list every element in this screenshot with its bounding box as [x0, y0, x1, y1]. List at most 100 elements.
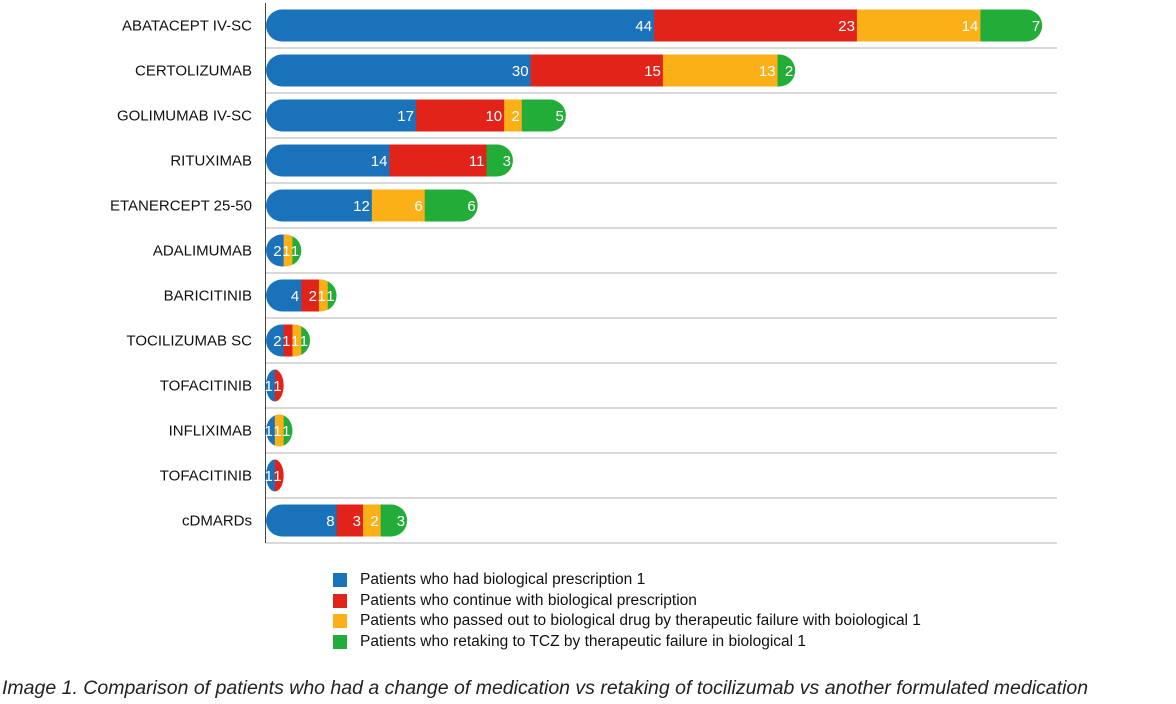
legend-label: Patients who had biological prescription… [360, 571, 646, 589]
data-label: 13 [759, 63, 776, 80]
bar-segment [266, 189, 373, 222]
bar-segment [327, 279, 337, 312]
data-label: 2 [511, 108, 519, 125]
bar-segment [415, 99, 505, 132]
bar-segment [371, 189, 426, 222]
bar-group [266, 369, 284, 402]
bar-segment [521, 99, 566, 132]
data-label: 1 [300, 333, 308, 350]
bar-segment [389, 144, 487, 177]
bar-group [266, 279, 337, 312]
data-label: 6 [467, 198, 475, 215]
legend-item: Patients who had biological prescription… [333, 570, 921, 591]
data-label: 1 [273, 423, 281, 440]
bar-segment [856, 9, 981, 42]
bar-segment [292, 234, 302, 267]
bar-segment [266, 369, 276, 402]
bar-segment [363, 504, 382, 537]
bar-segment [424, 189, 478, 222]
bar-group [266, 99, 566, 132]
legend-label: Patients who retaking to TCZ by therapeu… [360, 632, 807, 650]
bar-segment [274, 459, 284, 492]
bar-segment [980, 9, 1043, 42]
legend-swatch [333, 593, 347, 608]
data-label: 3 [397, 513, 405, 530]
data-label: 1 [317, 288, 325, 305]
data-label: 3 [503, 153, 511, 170]
category-label: RITUXIMAB [170, 153, 252, 170]
category-label: GOLIMUMAB IV-SC [117, 108, 252, 125]
bar-group [266, 144, 513, 177]
data-label: 23 [838, 18, 855, 35]
data-label: 44 [635, 18, 652, 35]
bar-segment [266, 279, 302, 312]
bar-segment [662, 54, 779, 87]
category-label: ABATACEPT IV-SC [122, 18, 252, 35]
legend-label: Patients who passed out to biological dr… [360, 612, 921, 630]
data-label: 15 [644, 63, 661, 80]
bar-group [266, 324, 311, 357]
category-label: INFLIXIMAB [169, 423, 252, 440]
legend-item: Patients who passed out to biological dr… [333, 611, 921, 632]
bar-group [266, 504, 408, 537]
bar-segment [266, 54, 532, 87]
legend-swatch [333, 634, 347, 649]
data-label: 1 [291, 333, 299, 350]
bar-segment [530, 54, 664, 87]
category-label: TOFACITINIB [160, 468, 252, 485]
data-label: 4 [291, 288, 299, 305]
bar-segment [266, 99, 417, 132]
data-label: 2 [309, 288, 317, 305]
data-label: 1 [264, 378, 272, 395]
data-label: 30 [512, 63, 529, 80]
bar-segment [486, 144, 513, 177]
legend-item: Patients who retaking to TCZ by therapeu… [333, 632, 921, 653]
data-label: 5 [556, 108, 564, 125]
data-label: 1 [291, 243, 299, 260]
bar-segment [266, 414, 276, 447]
bar-segment [504, 99, 523, 132]
data-label: 8 [326, 513, 334, 530]
data-label: 7 [1032, 18, 1040, 35]
bar-segment [266, 459, 276, 492]
data-label: 1 [282, 333, 290, 350]
legend-swatch [333, 614, 347, 629]
bar-group [266, 414, 293, 447]
category-label: BARICITINIB [164, 288, 252, 305]
bar-group [266, 459, 284, 492]
data-label: 10 [485, 108, 502, 125]
bar-segment [301, 324, 311, 357]
data-label: 12 [353, 198, 370, 215]
bar-segment [266, 234, 285, 267]
data-label: 1 [282, 243, 290, 260]
data-label: 1 [264, 468, 272, 485]
bar-segment [274, 369, 284, 402]
category-label: ADALIMUMAB [153, 243, 252, 260]
category-label: cDMARDs [182, 513, 252, 530]
bar-segment [283, 324, 293, 357]
bar-segment [283, 414, 293, 447]
data-label: 1 [264, 423, 272, 440]
legend: Patients who had biological prescription… [333, 570, 921, 652]
bar-group [266, 9, 1043, 42]
bar-group [266, 189, 478, 222]
category-label: TOCILIZUMAB SC [126, 333, 252, 350]
bar-segment [380, 504, 408, 537]
bar-segment [318, 279, 329, 312]
legend-label: Patients who continue with biological pr… [360, 591, 697, 609]
data-label: 6 [414, 198, 422, 215]
data-label: 2 [273, 243, 281, 260]
figure-caption: Image 1. Comparison of patients who had … [2, 677, 1089, 699]
data-label: 2 [370, 513, 378, 530]
data-label: 14 [962, 18, 979, 35]
category-label: CERTOLIZUMAB [135, 63, 252, 80]
data-label: 1 [273, 378, 281, 395]
data-label: 1 [282, 423, 290, 440]
bar-segment [266, 144, 390, 177]
bar-segment [654, 9, 858, 42]
bar-segment [266, 324, 285, 357]
bar-segment [301, 279, 320, 312]
bar-segment [266, 9, 655, 42]
bar-segment [266, 504, 338, 537]
